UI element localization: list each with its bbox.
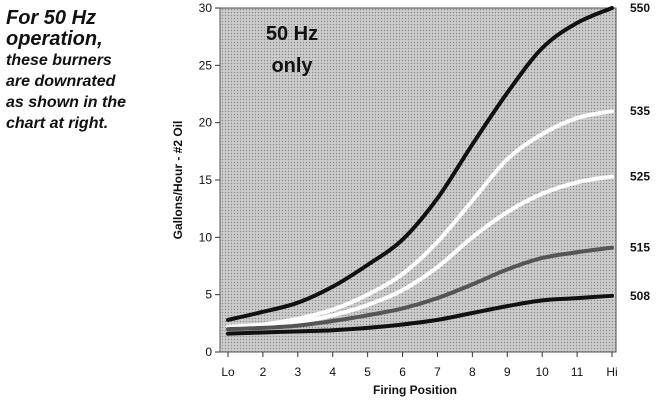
x-tick-label: 8 bbox=[469, 365, 476, 379]
series-label-535: 535 bbox=[630, 104, 650, 118]
y-axis-label: Gallons/Hour - #2 Oil bbox=[171, 121, 185, 240]
y-tick-label: 10 bbox=[199, 230, 213, 244]
x-tick-label: 2 bbox=[260, 365, 267, 379]
y-tick-label: 25 bbox=[199, 58, 213, 72]
note-line-2: operation, bbox=[6, 28, 103, 50]
series-label-525: 525 bbox=[630, 170, 650, 184]
x-axis-label: Firing Position bbox=[373, 383, 457, 397]
series-line-525 bbox=[226, 174, 614, 330]
x-tick-label: 7 bbox=[434, 365, 441, 379]
series-line-550 bbox=[226, 6, 614, 322]
note-line-6: chart at right. bbox=[6, 115, 109, 132]
note-line-5: as shown in the bbox=[6, 94, 127, 111]
y-tick-label: 0 bbox=[205, 345, 212, 359]
x-tick-label: Lo bbox=[221, 365, 235, 379]
x-tick-label: 5 bbox=[364, 365, 371, 379]
series-line-508 bbox=[226, 293, 614, 336]
y-tick-label: 30 bbox=[199, 1, 213, 15]
series-line-535 bbox=[226, 109, 614, 329]
note-line-3: these burners bbox=[6, 52, 112, 69]
x-tick-label: 4 bbox=[329, 365, 336, 379]
series-label-508: 508 bbox=[630, 289, 650, 303]
annotation-line-2: only bbox=[271, 55, 313, 77]
y-tick-label: 5 bbox=[205, 288, 212, 302]
side-note: For 50 Hz operation, these burners are d… bbox=[6, 8, 206, 134]
x-tick-label: 11 bbox=[571, 365, 584, 379]
series-line-515 bbox=[226, 245, 614, 332]
x-tick-label: 3 bbox=[294, 365, 301, 379]
y-tick-label: 15 bbox=[199, 173, 213, 187]
x-tick-label: Hi bbox=[606, 365, 617, 379]
x-tick-label: 10 bbox=[536, 365, 550, 379]
series-label-515: 515 bbox=[630, 241, 650, 255]
note-line-1: For 50 Hz bbox=[6, 7, 97, 29]
x-tick-label: 9 bbox=[504, 365, 511, 379]
y-tick-label: 20 bbox=[199, 116, 213, 130]
x-tick-label: 6 bbox=[399, 365, 406, 379]
series-label-550: 550 bbox=[630, 1, 650, 15]
note-line-4: are downrated bbox=[6, 73, 116, 90]
annotation-line-1: 50 Hz bbox=[266, 23, 318, 45]
plot-area bbox=[219, 7, 617, 353]
